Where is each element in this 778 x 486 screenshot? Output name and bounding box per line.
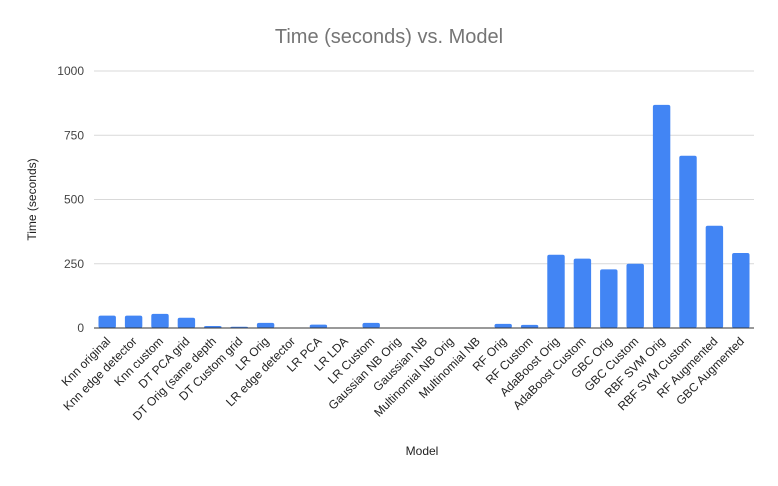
y-tick-label: 1000	[57, 64, 84, 78]
y-tick-label: 0	[77, 321, 84, 335]
bar	[362, 323, 379, 328]
bar	[310, 325, 327, 328]
y-tick-labels: 0 250 500 750 1000	[57, 64, 84, 335]
bar	[574, 259, 591, 328]
bar	[626, 264, 643, 328]
bar	[706, 226, 723, 328]
bar	[178, 318, 195, 328]
bar	[679, 156, 696, 328]
bar	[151, 314, 168, 328]
y-axis-title: Time (seconds)	[25, 158, 39, 240]
bar	[494, 324, 511, 328]
bar	[653, 105, 670, 328]
bar	[547, 255, 564, 328]
bar	[257, 323, 274, 328]
y-tick-label: 500	[64, 193, 84, 207]
bar	[98, 316, 115, 328]
x-axis-title: Model	[406, 444, 439, 458]
bar	[732, 253, 749, 328]
y-tick-label: 750	[64, 128, 84, 142]
y-tick-label: 250	[64, 257, 84, 271]
chart-title: Time (seconds) vs. Model	[275, 26, 503, 48]
bar	[600, 269, 617, 328]
bars	[98, 105, 749, 328]
bar	[125, 316, 142, 328]
